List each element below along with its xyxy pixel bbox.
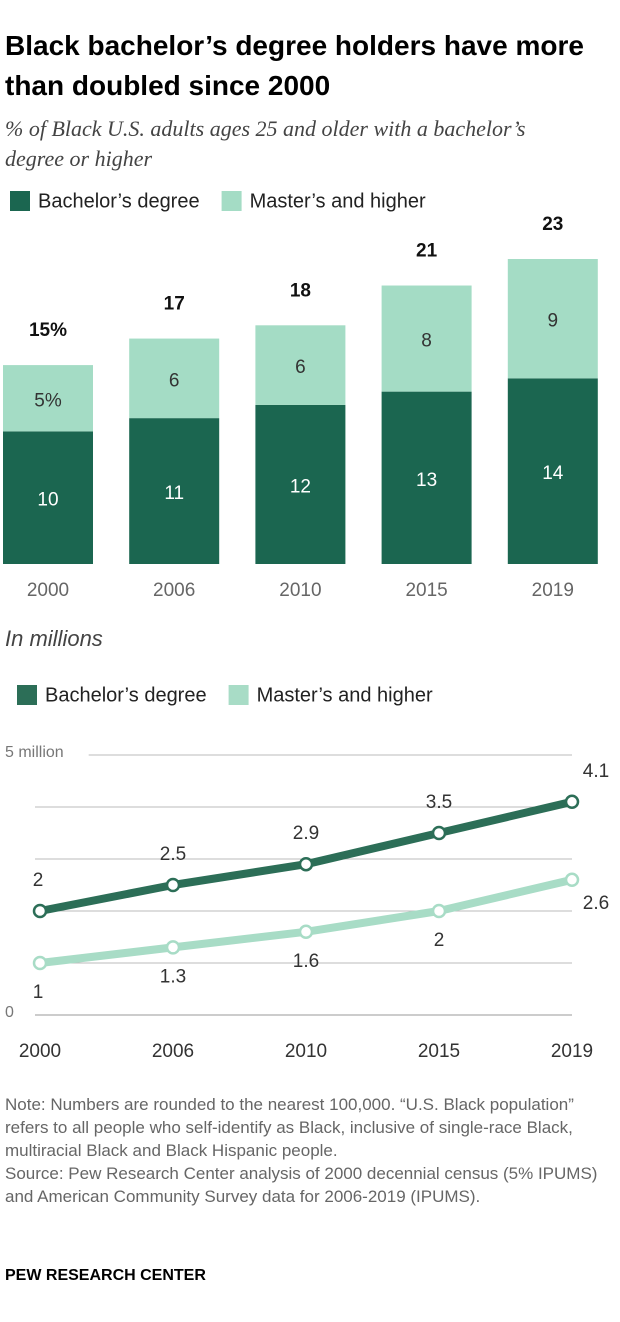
x-tick-label: 2019 — [551, 1041, 593, 1062]
bar-segment — [255, 325, 346, 405]
value-label: 1.3 — [160, 966, 186, 987]
x-tick-label: 2010 — [279, 580, 321, 601]
y-tick-label: 5 million — [5, 744, 64, 761]
legend-swatch — [221, 191, 242, 211]
x-tick-label: 2019 — [532, 580, 574, 601]
point — [165, 877, 181, 893]
value-label: 1 — [33, 982, 44, 1003]
x-tick-label: 2010 — [285, 1041, 327, 1062]
note: Note: Numbers are rounded to the nearest… — [5, 1095, 574, 1160]
value-label: 9 — [548, 311, 559, 332]
point — [298, 856, 314, 872]
total-label: 18 — [290, 280, 311, 301]
bar-segment — [507, 259, 598, 379]
bar-segment — [3, 431, 93, 564]
total-label: 23 — [542, 214, 563, 235]
point — [564, 794, 580, 810]
charts: In millions Bachelor’s degree Master’s an… — [3, 190, 609, 1062]
value-label: 10 — [37, 490, 58, 511]
value-label: 2 — [434, 930, 445, 951]
value-label: 4.1 — [583, 761, 609, 782]
value-label: 6 — [169, 370, 180, 391]
value-label: 5% — [34, 390, 62, 411]
value-label: 3.5 — [426, 792, 452, 813]
title: Black bachelor’s degree holders have mor… — [5, 30, 584, 101]
point — [431, 825, 447, 841]
legend-label: Bachelor’s degree — [38, 190, 200, 212]
point — [564, 872, 580, 888]
credit: PEW RESEARCH CENTER — [5, 1267, 206, 1284]
legend-swatch — [228, 685, 249, 705]
value-label: 12 — [290, 476, 311, 497]
bar-segment — [129, 338, 220, 419]
value-label: 1.6 — [293, 951, 319, 972]
legend-swatch — [10, 191, 30, 211]
point — [32, 955, 48, 971]
source: Source: Pew Research Center analysis of … — [5, 1164, 598, 1206]
chart-subtitle: In millions — [5, 626, 103, 651]
x-tick-label: 2006 — [153, 580, 195, 601]
bar-segment — [255, 404, 346, 564]
value-label: 2.9 — [293, 823, 319, 844]
value-label: 13 — [416, 470, 437, 491]
x-tick-label: 2000 — [19, 1041, 61, 1062]
point — [298, 924, 314, 940]
notes: Note: Numbers are rounded to the nearest… — [5, 1093, 605, 1208]
x-tick-label: 2015 — [418, 1041, 460, 1062]
y-tick-label: 0 — [5, 1004, 14, 1021]
bar-segment — [381, 285, 472, 392]
x-tick-label: 2015 — [405, 580, 447, 601]
legend-label: Bachelor’s degree — [45, 684, 207, 706]
value-label: 2.6 — [583, 893, 609, 914]
value-label: 2.5 — [160, 844, 186, 865]
value-label: 2 — [33, 870, 44, 891]
bar-segment — [129, 418, 220, 564]
subtitle: % of Black U.S. adults ages 25 and older… — [5, 116, 526, 171]
total-label: 21 — [416, 241, 438, 262]
total-label: 15% — [29, 320, 67, 341]
value-label: 14 — [542, 463, 564, 484]
bar-segment — [381, 391, 472, 564]
total-label: 17 — [164, 294, 185, 315]
bar-segment — [507, 378, 598, 564]
value-label: 6 — [295, 357, 306, 378]
point — [165, 940, 181, 955]
bar-segment — [3, 365, 93, 432]
point — [32, 903, 48, 919]
x-tick-label: 2000 — [27, 580, 69, 601]
legend-label: Master’s and higher — [257, 684, 433, 706]
point — [431, 903, 447, 919]
value-label: 11 — [164, 483, 184, 504]
x-tick-label: 2006 — [152, 1041, 194, 1062]
legend-label: Master’s and higher — [250, 190, 426, 212]
legend-swatch — [17, 685, 37, 705]
value-label: 8 — [421, 331, 432, 352]
